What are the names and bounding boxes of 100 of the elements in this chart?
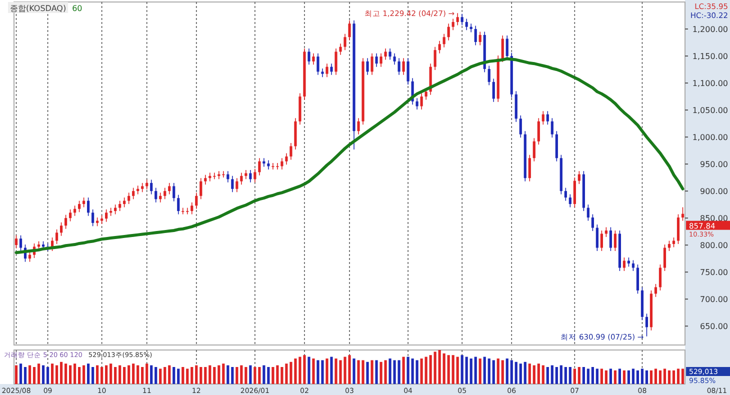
y-tick-label: 1,000.00 [692, 133, 728, 142]
candlestick [596, 224, 598, 252]
bar [195, 365, 198, 384]
bar [501, 360, 504, 384]
bar [272, 367, 274, 384]
candlestick [542, 110, 544, 126]
bar [478, 358, 482, 384]
bar [488, 358, 490, 384]
bar [28, 365, 32, 384]
bar [100, 367, 104, 384]
candlestick [231, 176, 234, 193]
candlestick [200, 178, 202, 200]
candlestick [564, 187, 567, 202]
bar [308, 356, 310, 384]
bar [177, 368, 180, 384]
bar [528, 364, 531, 384]
y-tick-label: 1,050.00 [692, 106, 728, 116]
candlestick [168, 182, 171, 195]
bar [465, 356, 468, 384]
bar [514, 362, 518, 384]
candlestick [609, 226, 612, 252]
bar [114, 367, 117, 384]
bar [636, 370, 640, 384]
bar [55, 365, 58, 384]
bar [280, 367, 284, 384]
candlestick [28, 251, 32, 262]
candlestick [128, 192, 130, 204]
bar [244, 367, 248, 384]
candlestick [254, 168, 256, 183]
candlestick [195, 192, 198, 210]
candlestick [452, 18, 454, 30]
bar [546, 367, 549, 384]
bar [622, 370, 626, 384]
bar [474, 356, 477, 384]
candlestick [393, 52, 396, 66]
candlestick [141, 182, 144, 193]
candlestick [506, 35, 508, 60]
bar [510, 360, 513, 384]
bar [564, 367, 567, 384]
candlestick [375, 52, 378, 68]
bar [82, 365, 86, 384]
candlestick [388, 48, 392, 60]
bar [542, 365, 544, 384]
candlestick [348, 20, 351, 41]
candlestick [316, 52, 320, 76]
candlestick [164, 187, 166, 200]
bar [447, 355, 450, 384]
candlestick [204, 174, 207, 185]
candlestick [550, 118, 554, 138]
candlestick [326, 63, 328, 78]
bar [420, 358, 423, 384]
candlestick [645, 313, 648, 337]
bar [424, 356, 428, 384]
bar [146, 364, 148, 384]
y-tick-label: 750.00 [700, 268, 728, 278]
bar [186, 368, 189, 384]
bar [64, 364, 68, 384]
bar [164, 367, 166, 384]
bar [442, 353, 446, 384]
bar [452, 355, 454, 384]
bar [150, 365, 153, 384]
candlestick [622, 257, 626, 272]
candlestick [244, 170, 248, 180]
bar [645, 370, 648, 384]
bar [226, 365, 230, 384]
bar [14, 365, 18, 384]
bar [582, 367, 585, 384]
candlestick [532, 138, 536, 162]
candlestick [600, 230, 603, 252]
candlestick [118, 200, 122, 212]
bar [654, 368, 658, 384]
y-tick-label: 700.00 [700, 295, 728, 304]
bar [429, 355, 432, 384]
candlestick [344, 33, 346, 50]
candlestick [177, 194, 180, 215]
candlestick [258, 158, 261, 176]
candlestick [190, 202, 194, 215]
candlestick [398, 58, 400, 76]
text: 60 [72, 4, 82, 13]
bar [632, 368, 635, 384]
bar [496, 358, 500, 384]
bar [110, 364, 112, 384]
bar [627, 370, 630, 384]
y-tick-label: 900.00 [700, 187, 728, 196]
candlestick [676, 214, 680, 244]
bar [600, 368, 603, 384]
bar [681, 368, 684, 384]
candlestick [447, 23, 450, 41]
bar [118, 365, 122, 384]
bar [60, 362, 63, 384]
bar [154, 367, 158, 384]
bar [492, 360, 495, 384]
bar [78, 367, 81, 384]
candlestick [573, 177, 576, 208]
candlestick [438, 40, 441, 54]
candlestick [357, 118, 360, 135]
candlestick [60, 222, 63, 236]
bar [668, 370, 671, 384]
bar [182, 367, 184, 384]
candlestick [568, 194, 572, 208]
